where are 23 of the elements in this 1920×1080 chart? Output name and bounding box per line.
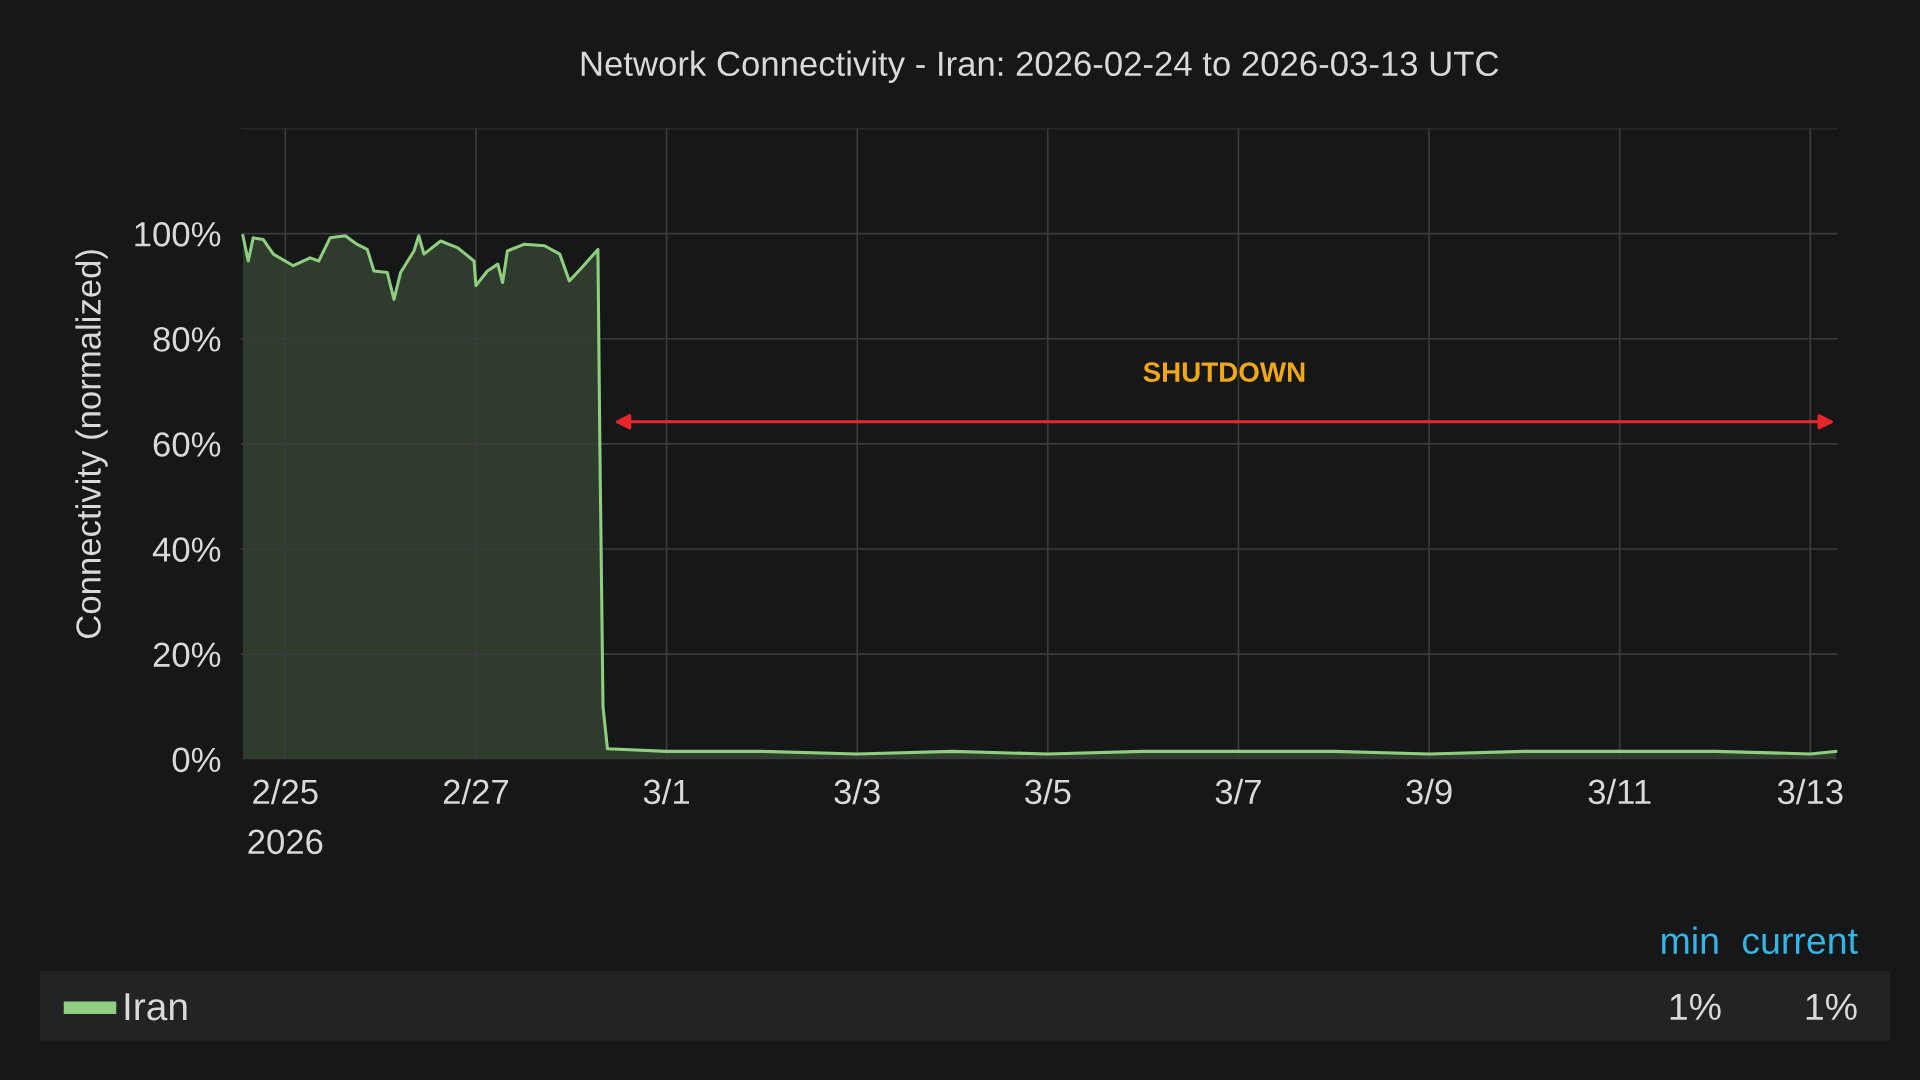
y-tick-label: 40% <box>152 537 221 562</box>
x-tick-label: 2/27 <box>443 778 508 805</box>
text: 1% <box>1806 993 1857 1020</box>
x-tick-label: 3/3 <box>834 778 880 805</box>
text: min <box>1662 926 1718 954</box>
y-tick-label: 60% <box>153 432 221 457</box>
x-tick-label: 3/9 <box>1406 778 1452 805</box>
annotation: SHUTDOWN <box>1143 362 1305 382</box>
x-tick-label: 3/5 <box>1025 778 1071 805</box>
x-tick-label: 3/7 <box>1215 778 1261 805</box>
legend-label: Iran <box>125 993 187 1021</box>
x-tick-label: 3/11 <box>1588 778 1651 805</box>
y-tick-label: 80% <box>153 327 221 352</box>
chart-title: Network Connectivity - Iran: 2026-02-24 to 2026-03-13 UTC <box>581 50 1499 83</box>
x-tick-label: 3/13 <box>1777 778 1843 805</box>
text: current <box>1742 929 1858 955</box>
y-tick-label: 100% <box>135 221 221 247</box>
x-tick-label: 3/1 <box>643 778 689 805</box>
y-tick-label: 0% <box>172 747 221 773</box>
x-tick-label: 2/25 2026 <box>248 778 323 855</box>
y-tick-label: 20% <box>153 642 221 668</box>
text: 1% <box>1670 993 1721 1020</box>
y-axis-title: Connectivity (normalized) <box>75 250 108 638</box>
